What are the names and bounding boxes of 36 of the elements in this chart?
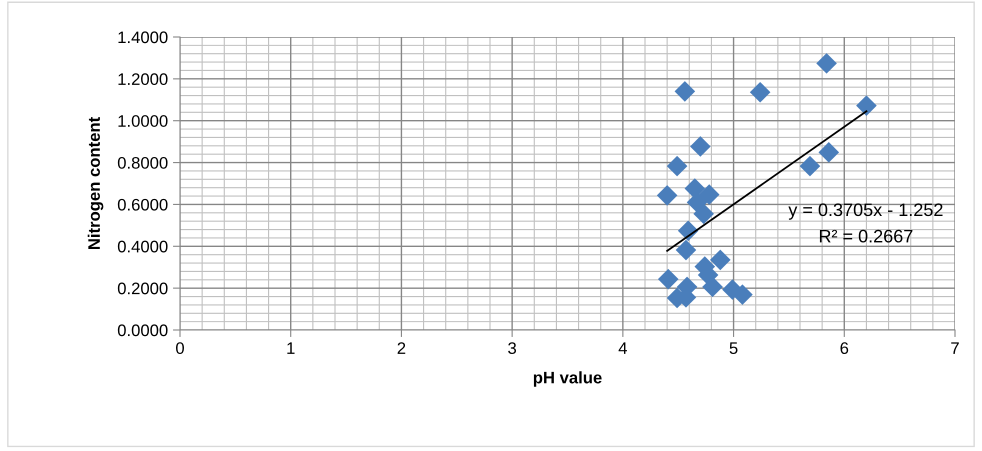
point: [710, 250, 731, 270]
point: [686, 192, 708, 213]
annotation: y = 0.3705x - 1.252: [788, 203, 943, 220]
point: [702, 276, 723, 298]
point: [816, 53, 837, 74]
point: [750, 82, 770, 103]
y-tick-label: 0.8000: [118, 156, 168, 169]
point: [800, 156, 820, 176]
point: [656, 185, 678, 206]
point: [676, 240, 696, 260]
x-tick-label: 6: [840, 342, 848, 354]
y-tick-label: 1.0000: [118, 115, 168, 127]
point: [698, 184, 720, 205]
x-axis-title: pH value: [534, 371, 602, 387]
x-tick-label: 2: [398, 342, 406, 354]
point: [818, 142, 840, 163]
x-tick-label: 1: [287, 342, 295, 354]
y-tick-label: 0.4000: [118, 240, 168, 252]
y-tick-label: 0.6000: [118, 198, 168, 211]
point: [690, 136, 711, 157]
x-tick-label: 3: [508, 342, 516, 354]
y-axis-title: Nitrogen content: [88, 117, 104, 250]
point: [856, 95, 877, 116]
x-tick-label: 5: [730, 342, 738, 354]
point: [693, 204, 714, 224]
point: [658, 268, 679, 290]
x-tick-label: 7: [951, 342, 959, 354]
y-tick-label: 0.2000: [118, 282, 168, 294]
y-tick-label: 0.0000: [118, 324, 168, 336]
y-tick-label: 1.2000: [118, 73, 168, 86]
x-tick-label: 4: [618, 342, 628, 354]
x-tick-label: 0: [176, 342, 184, 354]
annotation: R² = 0.2667: [820, 230, 912, 243]
point: [674, 81, 696, 102]
y-tick-label: 1.4000: [118, 31, 168, 44]
point: [666, 156, 688, 176]
